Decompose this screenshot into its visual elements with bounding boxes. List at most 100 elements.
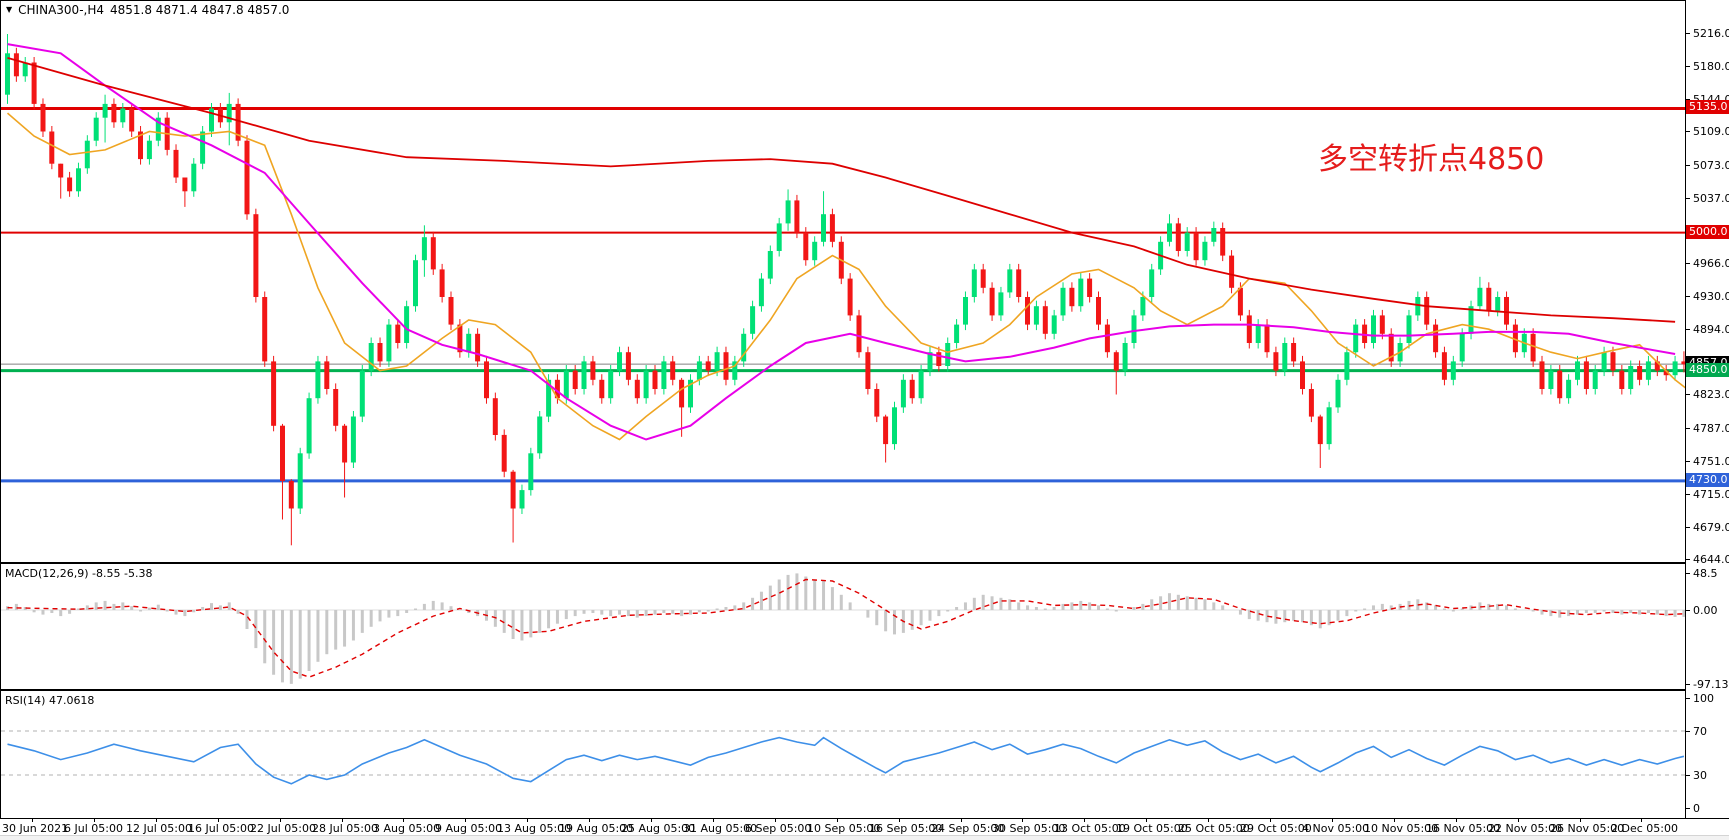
candle-body <box>209 108 214 132</box>
candle-body <box>1069 287 1075 307</box>
rsi-indicator-panel[interactable] <box>0 690 1686 819</box>
time-axis-label: 30 Sep 05:00 <box>992 822 1066 835</box>
candle-body <box>909 379 915 399</box>
candle-body <box>652 370 658 389</box>
macd-plot[interactable] <box>1 564 1685 689</box>
candle-body <box>421 237 427 261</box>
candle-body <box>1193 232 1199 261</box>
candle-body <box>466 333 472 353</box>
time-axis-label: 13 Oct 05:00 <box>1054 822 1126 835</box>
time-axis-label: 16 Jul 05:00 <box>188 822 254 835</box>
price-tag: 4730.0 <box>1686 473 1729 487</box>
candle-body <box>723 352 729 380</box>
candle-body <box>954 324 960 343</box>
time-axis-label: 22 Jul 05:00 <box>250 822 316 835</box>
candle-body <box>315 361 321 399</box>
candle-body <box>1388 333 1394 362</box>
candle-body <box>812 241 818 261</box>
candle-body <box>510 471 516 509</box>
candle-body <box>1486 287 1492 311</box>
time-axis-tick <box>1208 819 1209 822</box>
collapse-arrow-icon[interactable]: ▼ <box>6 5 13 14</box>
time-axis-label: 16 Sep 05:00 <box>869 822 943 835</box>
candle-body <box>31 62 37 104</box>
price-axis-label: 4679.0 <box>1686 521 1729 534</box>
rsi-axis-label: 100 <box>1686 692 1714 705</box>
time-axis-tick <box>403 819 404 822</box>
candle-body <box>333 389 339 426</box>
price-axis-label: 5073.0 <box>1686 159 1729 172</box>
price-tag: 4850.0 <box>1686 363 1729 377</box>
candle-body <box>1415 297 1421 316</box>
candle-body <box>634 379 640 399</box>
candle-body <box>350 416 356 463</box>
price-axis-label: 4966.0 <box>1686 257 1729 270</box>
candle-body <box>226 103 232 123</box>
candle-body <box>900 379 906 408</box>
time-axis-label: 24 Sep 05:00 <box>931 822 1005 835</box>
candle-body <box>253 214 259 297</box>
candle-body <box>1078 278 1084 307</box>
candle-body <box>1557 370 1563 399</box>
candle-body <box>714 352 720 371</box>
bottom-scroll-strip[interactable] <box>0 835 1729 840</box>
candle-body <box>1291 343 1297 362</box>
candle-body <box>998 292 1004 316</box>
time-axis-tick <box>1332 819 1333 822</box>
candlestick-plot[interactable] <box>1 1 1685 562</box>
candle-body <box>554 379 560 399</box>
candle-body <box>58 163 64 178</box>
candle-body <box>767 251 773 279</box>
candle-body <box>1645 361 1651 380</box>
candle-body <box>803 232 809 261</box>
time-axis[interactable]: 30 Jun 2021 6 Jul 05:00 12 Jul 05:00 16 Jul… <box>0 818 1729 836</box>
time-axis-tick <box>1580 819 1581 822</box>
candle-body <box>963 297 968 325</box>
time-axis-label: 26 Nov 05:00 <box>1550 822 1625 835</box>
price-axis[interactable]: 5216.05180.05144.05109.05073.05037.04966… <box>1686 0 1729 818</box>
candle-body <box>1601 352 1607 371</box>
candle-body <box>155 117 161 141</box>
candle-body <box>368 343 374 371</box>
macd-indicator-label: MACD(12,26,9) -8.55 -5.38 <box>5 567 153 580</box>
candle-body <box>1468 306 1474 334</box>
candle-body <box>1371 315 1376 343</box>
candle-body <box>1104 324 1110 353</box>
rsi-plot[interactable] <box>1 691 1685 818</box>
time-axis-label: 30 Jun 2021 <box>2 822 69 835</box>
time-axis-label: 29 Oct 05:00 <box>1240 822 1312 835</box>
candle-body <box>1575 361 1580 380</box>
time-axis-tick <box>342 819 343 822</box>
candle-body <box>1175 223 1181 251</box>
candle-body <box>883 416 889 445</box>
candle-body <box>1096 297 1101 325</box>
candle-body <box>1184 232 1190 251</box>
price-tag: 5135.0 <box>1686 100 1729 114</box>
candle-body <box>696 361 702 380</box>
rsi-indicator-label: RSI(14) 47.0618 <box>5 694 95 707</box>
candle-body <box>1672 361 1678 376</box>
candle-body <box>1007 269 1013 293</box>
candle-body <box>457 324 463 353</box>
candle-body <box>1495 297 1501 311</box>
candle-body <box>705 361 711 371</box>
candle-body <box>129 108 135 132</box>
candle-body <box>1566 379 1572 399</box>
ma-slow-red-line <box>7 57 1676 323</box>
candle-body <box>732 361 738 380</box>
candle-body <box>111 103 117 123</box>
candle-body <box>1282 343 1288 371</box>
candle-body <box>1441 352 1447 380</box>
candle-body <box>1300 361 1305 389</box>
candle-body <box>1317 416 1323 445</box>
time-axis-label: 4 Nov 05:00 <box>1302 822 1370 835</box>
candle-body <box>945 343 951 366</box>
candle-body <box>102 103 108 118</box>
candle-body <box>306 398 312 454</box>
candle-body <box>1592 370 1598 389</box>
price-chart-panel[interactable] <box>0 0 1686 563</box>
macd-indicator-panel[interactable] <box>0 563 1686 690</box>
candle-body <box>581 361 587 389</box>
candle-body <box>688 379 693 408</box>
